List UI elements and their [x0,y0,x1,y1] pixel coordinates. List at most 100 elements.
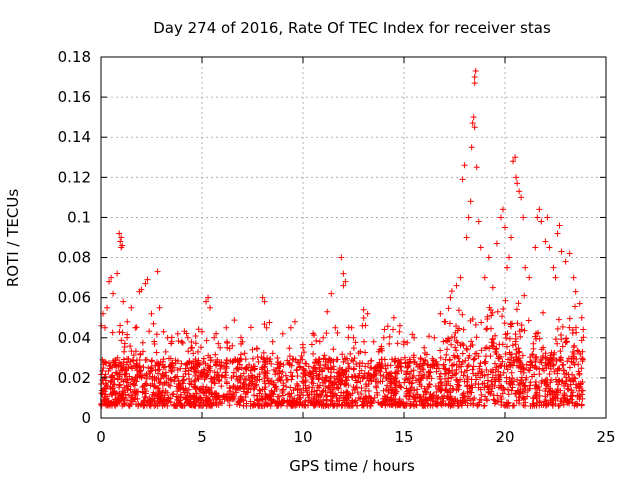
data-point [358,390,365,397]
data-point [547,365,554,372]
data-point [200,389,207,396]
data-point [118,234,125,241]
data-point [275,365,282,372]
data-point [340,282,347,289]
data-point [423,351,430,358]
data-point [465,214,472,221]
data-point [151,402,158,409]
data-point [362,349,369,356]
data-point [298,352,305,359]
data-point [131,396,138,403]
data-point [546,244,553,251]
data-point [156,380,163,387]
data-point [234,365,241,372]
y-tick-label: 0.14 [58,128,91,146]
data-point [507,380,514,387]
data-point [365,388,372,395]
data-point [461,378,468,385]
data-point [555,316,562,323]
data-point [413,402,420,409]
data-point [297,399,304,406]
data-point [160,328,167,335]
x-tick-labels: 0 5 10 15 20 25 [96,428,615,446]
data-point [340,370,347,377]
data-point [492,332,499,339]
data-point [230,369,237,376]
data-point [138,286,145,293]
data-point [272,400,279,407]
y-tick-labels: 0 0.02 0.04 0.06 0.08 0.1 0.12 0.14 0.16 0.18 [58,48,91,427]
data-point [426,333,433,340]
data-point [554,230,561,237]
data-point [310,395,317,402]
data-point [167,382,174,389]
data-point [516,348,523,355]
data-point [259,294,266,301]
data-point [213,401,220,408]
data-point [467,343,474,350]
data-point [451,354,458,361]
data-point [489,342,496,349]
data-point [445,370,452,377]
data-point [258,366,265,373]
data-point [178,402,185,409]
data-point [321,365,328,372]
data-point [321,352,328,359]
data-point [393,364,400,371]
data-point [238,393,245,400]
data-point [201,390,208,397]
data-point [578,365,585,372]
data-point [578,401,585,408]
data-point [138,400,145,407]
data-point [311,364,318,371]
data-point [151,338,158,345]
data-point [383,386,390,393]
data-point [226,345,233,352]
data-point [479,380,486,387]
data-point [284,391,291,398]
data-point [147,382,154,389]
data-point [241,375,248,382]
data-point [133,378,140,385]
data-point [142,380,149,387]
data-point [563,370,570,377]
data-point [116,390,123,397]
data-point [448,341,455,348]
data-point [514,388,521,395]
data-point [364,310,371,317]
data-point [417,355,424,362]
data-point [502,402,509,409]
data-point [566,250,573,257]
data-point [477,244,484,251]
data-point [192,384,199,391]
data-point [204,371,211,378]
data-point [525,317,532,324]
data-point [266,319,273,326]
data-point [249,355,256,362]
data-point [521,327,528,334]
data-point [404,368,411,375]
data-point [392,396,399,403]
data-point [416,372,423,379]
data-point [143,375,150,382]
data-point [330,402,337,409]
data-point [105,367,112,374]
data-point [262,390,269,397]
data-point [105,397,112,404]
data-point [410,372,417,379]
data-point [556,402,563,409]
data-point [559,323,566,330]
data-point [344,377,351,384]
data-point [522,376,529,383]
data-point [489,335,496,342]
data-point [394,340,401,347]
data-point [130,352,137,359]
data-point [373,368,380,375]
data-point [243,365,250,372]
data-point [147,365,154,372]
x-axis-title: GPS time / hours [289,457,415,475]
data-point [306,384,313,391]
data-point [576,300,583,307]
data-point [200,359,207,366]
